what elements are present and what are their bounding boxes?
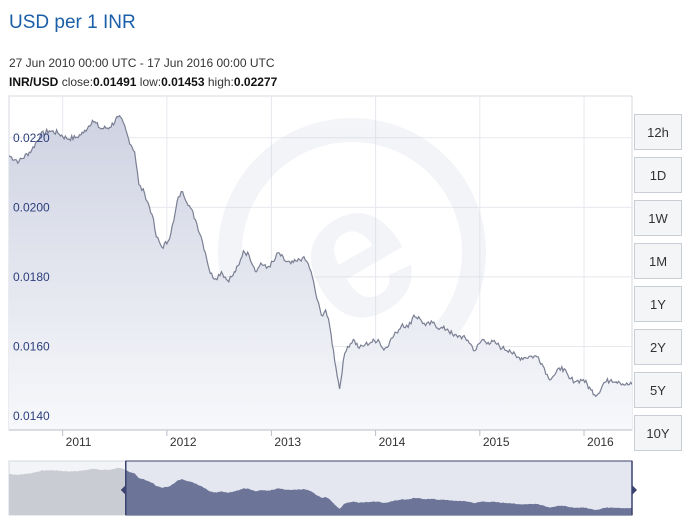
high-value: 0.02277 (233, 75, 278, 89)
pair-label: INR/USD (9, 75, 59, 89)
x-tick-label: 2016 (587, 435, 614, 449)
navigator-series-selected (125, 470, 632, 515)
x-axis: 2011 2012 2013 2014 2015 2016 (9, 429, 632, 449)
range-button-12h[interactable]: 12h (634, 114, 682, 150)
y-tick-label: 0.0220 (13, 131, 50, 145)
y-axis-labels: 0.0140 0.0160 0.0180 0.0200 0.0220 (13, 131, 50, 423)
navigator[interactable] (8, 460, 637, 516)
navigator-series-unselected (9, 467, 126, 515)
close-label: close: (61, 75, 94, 89)
x-tick-label: 2011 (66, 435, 92, 449)
range-button-1m[interactable]: 1M (634, 243, 682, 279)
range-button-2y[interactable]: 2Y (634, 329, 682, 365)
low-value: 0.01453 (161, 75, 205, 89)
y-tick-label: 0.0160 (13, 340, 50, 354)
y-tick-label: 0.0180 (13, 270, 50, 284)
close-value: 0.01491 (93, 75, 137, 89)
x-tick-label: 2012 (170, 435, 197, 449)
page-title: USD per 1 INR (9, 12, 136, 33)
y-tick-label: 0.0140 (13, 409, 50, 423)
range-button-1y[interactable]: 1Y (634, 286, 682, 322)
price-summary: INR/USD close:0.01491 low:0.01453 high:0… (9, 75, 277, 89)
x-tick-label: 2015 (483, 435, 510, 449)
range-button-1w[interactable]: 1W (634, 200, 682, 236)
navigator-left-handle[interactable] (120, 485, 126, 495)
price-line (9, 114, 632, 398)
low-label: low: (139, 75, 162, 89)
x-tick-label: 2014 (379, 435, 406, 449)
high-label: high: (207, 75, 234, 89)
range-button-10y[interactable]: 10Y (634, 415, 682, 451)
navigator-right-handle[interactable] (632, 485, 637, 495)
range-button-1d[interactable]: 1D (634, 157, 682, 193)
range-button-5y[interactable]: 5Y (634, 372, 682, 408)
x-tick-label: 2013 (274, 435, 301, 449)
date-range-label: 27 Jun 2010 00:00 UTC - 17 Jun 2016 00:0… (9, 56, 275, 70)
price-area (9, 115, 632, 430)
range-button-group: 12h 1D 1W 1M 1Y 2Y 5Y 10Y (634, 114, 682, 458)
y-tick-label: 0.0200 (13, 200, 50, 214)
